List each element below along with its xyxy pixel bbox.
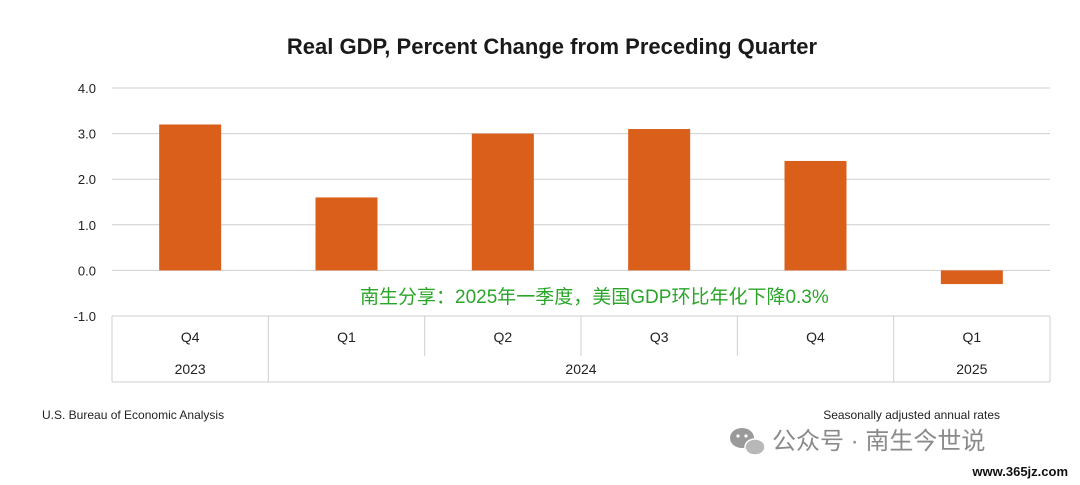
quarter-label: Q1	[962, 329, 981, 345]
watermark-text: 公众号 · 南生今世说	[772, 428, 985, 455]
year-label: 2024	[565, 361, 596, 377]
bar	[471, 133, 534, 271]
gridlines	[112, 87, 1050, 317]
quarter-label: Q1	[337, 329, 356, 345]
y-tick-label: 2.0	[78, 172, 96, 187]
y-tick-label: 0.0	[78, 263, 96, 278]
wechat-icon	[730, 428, 766, 456]
y-tick-label: 1.0	[78, 218, 96, 233]
y-tick-label: 3.0	[78, 127, 96, 142]
rates-note: Seasonally adjusted annual rates	[823, 408, 1000, 422]
bar	[159, 124, 222, 271]
year-label: 2023	[175, 361, 206, 377]
quarter-label: Q2	[493, 329, 512, 345]
year-label: 2025	[956, 361, 987, 377]
y-tick-label: -1.0	[74, 309, 96, 324]
x-axis-table: Q4 Q1 Q2 Q3 Q4 Q1 2023 2024 2025	[111, 315, 1051, 383]
quarter-label: Q4	[181, 329, 200, 345]
chart-title: Real GDP, Percent Change from Preceding …	[287, 34, 818, 59]
bar	[628, 129, 691, 271]
watermark-url: www.365jz.com	[971, 464, 1068, 479]
quarter-label: Q3	[650, 329, 669, 345]
source-note: U.S. Bureau of Economic Analysis	[42, 408, 224, 422]
quarter-label: Q4	[806, 329, 825, 345]
bar	[940, 270, 1003, 285]
bar	[784, 160, 847, 271]
y-axis-ticks: 4.0 3.0 2.0 1.0 0.0 -1.0	[74, 81, 96, 324]
overlay-caption: 南生分享：2025年一季度，美国GDP环比年化下降0.3%	[360, 286, 829, 308]
bar	[315, 197, 378, 271]
y-tick-label: 4.0	[78, 81, 96, 96]
bars	[159, 124, 1003, 285]
